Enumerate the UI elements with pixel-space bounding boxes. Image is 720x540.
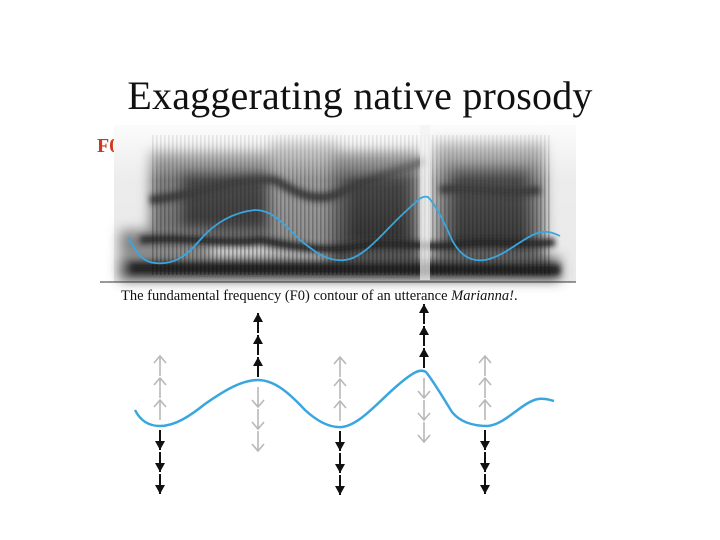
light-arrow-up-2 [478, 376, 492, 398]
dark-arrow-up-1 [253, 357, 263, 377]
arrow-group-3 [333, 355, 347, 495]
arrow-group-5 [478, 354, 492, 494]
arrow-group-1 [153, 354, 167, 494]
dark-arrow-up-1 [419, 348, 429, 368]
slide-title: Exaggerating native prosody [127, 73, 593, 118]
dark-arrow-down-1 [335, 431, 345, 451]
dark-arrow-up-3 [419, 304, 429, 324]
light-arrow-up-1 [153, 398, 167, 420]
light-arrow-down-1 [417, 378, 431, 400]
dark-arrow-down-2 [155, 452, 165, 472]
dark-arrow-down-2 [480, 452, 490, 472]
light-arrow-up-3 [333, 355, 347, 377]
arrow-group-2 [251, 313, 265, 453]
dark-arrow-down-2 [335, 453, 345, 473]
dark-arrow-up-3 [253, 313, 263, 333]
figure-caption: The fundamental frequency (F0) contour o… [121, 288, 518, 305]
light-arrow-down-3 [417, 422, 431, 444]
light-arrow-up-3 [478, 354, 492, 376]
light-arrow-down-2 [251, 409, 265, 431]
arrow-groups [153, 304, 492, 495]
arrow-group-4 [417, 304, 431, 444]
light-arrow-down-3 [251, 431, 265, 453]
caption-text: The fundamental frequency (F0) contour o… [121, 288, 452, 304]
light-arrow-up-3 [153, 354, 167, 376]
spectrogram-with-f0-contour [100, 125, 576, 283]
caption-end: . [513, 288, 518, 304]
light-arrow-up-2 [153, 376, 167, 398]
dark-arrow-down-3 [480, 474, 490, 494]
spectrogram-gap [420, 125, 430, 280]
dark-arrow-down-3 [155, 474, 165, 494]
f0-label: F0 [97, 135, 120, 157]
f0-contour-line [127, 195, 561, 265]
dark-arrow-down-3 [335, 475, 345, 495]
light-arrow-up-2 [333, 377, 347, 399]
caption-utterance: Marianna! [451, 288, 514, 304]
light-arrow-down-2 [417, 400, 431, 422]
dark-arrow-down-1 [155, 430, 165, 450]
light-arrow-up-1 [333, 399, 347, 421]
dark-arrow-down-1 [480, 430, 490, 450]
light-arrow-down-1 [251, 387, 265, 409]
light-arrow-up-1 [478, 398, 492, 420]
dark-arrow-up-2 [253, 335, 263, 355]
exaggerated-contour-line [133, 369, 555, 429]
dark-arrow-up-2 [419, 326, 429, 346]
